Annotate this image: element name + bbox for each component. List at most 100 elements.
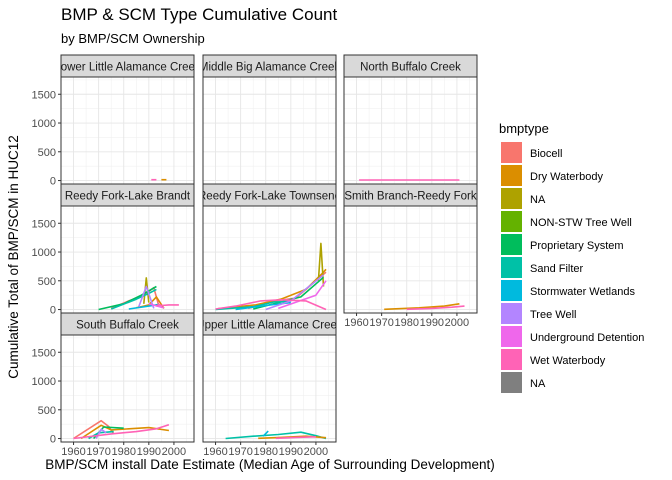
x-tick-label: 1960 <box>344 317 368 329</box>
x-tick-label: 2000 <box>162 446 186 458</box>
legend-item: Sand Filter <box>501 257 584 278</box>
facet-panel: North Buffalo Creek <box>343 54 478 185</box>
x-tick-label: 2000 <box>304 446 328 458</box>
facet-strip-label: Lower Little Alamance Creek <box>54 62 201 74</box>
legend-label: NON-STW Tree Well <box>530 217 632 229</box>
facet-strip-label: Middle Big Alamance Creek <box>199 62 341 74</box>
facet-panel: Reedy Fork-Lake Brandt 0 500 1000 1500 <box>32 183 195 317</box>
x-tick-label: 1970 <box>228 446 252 458</box>
series-line <box>98 285 157 311</box>
legend-swatch <box>501 257 522 278</box>
legend-swatch <box>501 188 522 209</box>
legend-item: Underground Detention <box>501 326 644 347</box>
legend-swatch <box>501 211 522 232</box>
legend-label: Proprietary System <box>530 240 624 252</box>
facet-strip-label: Reedy Fork-Lake Townsend <box>198 191 341 203</box>
x-tick-label: 1970 <box>369 317 393 329</box>
legend-label: Sand Filter <box>530 263 584 275</box>
y-tick-label: 1000 <box>32 376 56 388</box>
series-line <box>73 423 170 440</box>
x-tick-label: 1970 <box>86 446 110 458</box>
y-tick-label: 1500 <box>32 218 56 230</box>
y-tick-label: 0 <box>50 434 56 446</box>
y-tick-label: 1500 <box>32 347 56 359</box>
facet-strip-label: Upper Little Alamance Creek <box>196 320 343 332</box>
y-tick-label: 0 <box>50 305 56 317</box>
legend-item: Biocell <box>501 142 562 163</box>
legend-item: NA <box>501 188 546 209</box>
legend-swatch <box>501 349 522 370</box>
legend-label: Underground Detention <box>530 332 644 344</box>
facet-strip-label: North Buffalo Creek <box>360 62 461 74</box>
facet-panel: Reedy Fork-Lake Townsend <box>198 183 341 314</box>
y-tick-label: 1000 <box>32 247 56 259</box>
legend-swatch <box>501 142 522 163</box>
x-axis-title: BMP/SCM install Date Estimate (Median Ag… <box>45 457 494 472</box>
legend-title: bmptype <box>499 121 549 136</box>
legend-label: NA <box>530 378 546 390</box>
legend-item: Stormwater Wetlands <box>501 280 635 301</box>
series-line <box>155 303 179 307</box>
panel-border <box>343 205 478 314</box>
y-tick-label: 1500 <box>32 89 56 101</box>
legend-items: Biocell Dry Waterbody NA NON-STW Tree Well P… <box>501 142 644 393</box>
legend-swatch <box>501 165 522 186</box>
y-tick-label: 500 <box>38 147 56 159</box>
legend-label: Stormwater Wetlands <box>530 286 635 298</box>
y-tick-label: 500 <box>38 276 56 288</box>
panel-border <box>60 334 195 443</box>
series-line <box>215 300 291 311</box>
legend-label: Tree Well <box>530 309 576 321</box>
legend-item: NON-STW Tree Well <box>501 211 632 232</box>
x-tick-label: 1980 <box>253 446 277 458</box>
legend-swatch <box>501 280 522 301</box>
legend-item: NA <box>501 372 546 393</box>
legend-swatch <box>501 372 522 393</box>
legend: bmptype Biocell Dry Waterbody NA NON-STW Tr… <box>499 121 644 393</box>
facet-panel: Upper Little Alamance Creek 1960 1970 1980 1… <box>196 312 343 458</box>
facet-panel: Lower Little Alamance Creek 0 500 1000 1500 <box>32 54 201 188</box>
legend-label: Wet Waterbody <box>530 355 606 367</box>
y-tick-label: 0 <box>50 176 56 188</box>
legend-item: Dry Waterbody <box>501 165 603 186</box>
series-line <box>138 285 155 309</box>
series-line <box>92 426 124 440</box>
x-tick-label: 1990 <box>279 446 303 458</box>
facet-strip-label: Reedy Fork-Lake Brandt <box>65 191 191 203</box>
x-tick-label: 1960 <box>203 446 227 458</box>
facet-panels: Lower Little Alamance Creek 0 500 1000 1500 M… <box>32 54 478 458</box>
y-tick-label: 500 <box>38 405 56 417</box>
facet-strip-label: South Buffalo Creek <box>76 320 179 332</box>
x-tick-label: 1960 <box>61 446 85 458</box>
y-axis-title: Cumulative Total of BMP/SCM in HUC12 <box>6 135 21 379</box>
facet-panel: Smith Branch-Reedy Fork 1960 1970 1980 1990 2… <box>343 183 478 329</box>
series-line <box>262 430 269 437</box>
x-tick-label: 1980 <box>111 446 135 458</box>
series-line <box>218 268 327 310</box>
legend-label: Dry Waterbody <box>530 171 603 183</box>
x-tick-label: 1980 <box>394 317 418 329</box>
panel-border <box>202 334 337 443</box>
chart-subtitle: by BMP/SCM Ownership <box>61 31 205 46</box>
facet-strip-label: Smith Branch-Reedy Fork <box>344 191 477 203</box>
x-tick-label: 1990 <box>420 317 444 329</box>
x-tick-label: 1990 <box>137 446 161 458</box>
legend-label: NA <box>530 194 546 206</box>
legend-swatch <box>501 326 522 347</box>
series-line <box>406 305 465 311</box>
legend-item: Wet Waterbody <box>501 349 606 370</box>
series-line <box>215 298 327 311</box>
series-line <box>384 303 460 311</box>
y-tick-label: 1000 <box>32 118 56 130</box>
legend-item: Tree Well <box>501 303 576 324</box>
series-line <box>278 280 327 310</box>
legend-item: Proprietary System <box>501 234 624 255</box>
x-tick-label: 2000 <box>445 317 469 329</box>
chart-title: BMP & SCM Type Cumulative Count <box>61 5 337 24</box>
legend-swatch <box>501 234 522 255</box>
facet-panel: Middle Big Alamance Creek <box>199 54 341 185</box>
legend-swatch <box>501 303 522 324</box>
legend-label: Biocell <box>530 148 562 160</box>
